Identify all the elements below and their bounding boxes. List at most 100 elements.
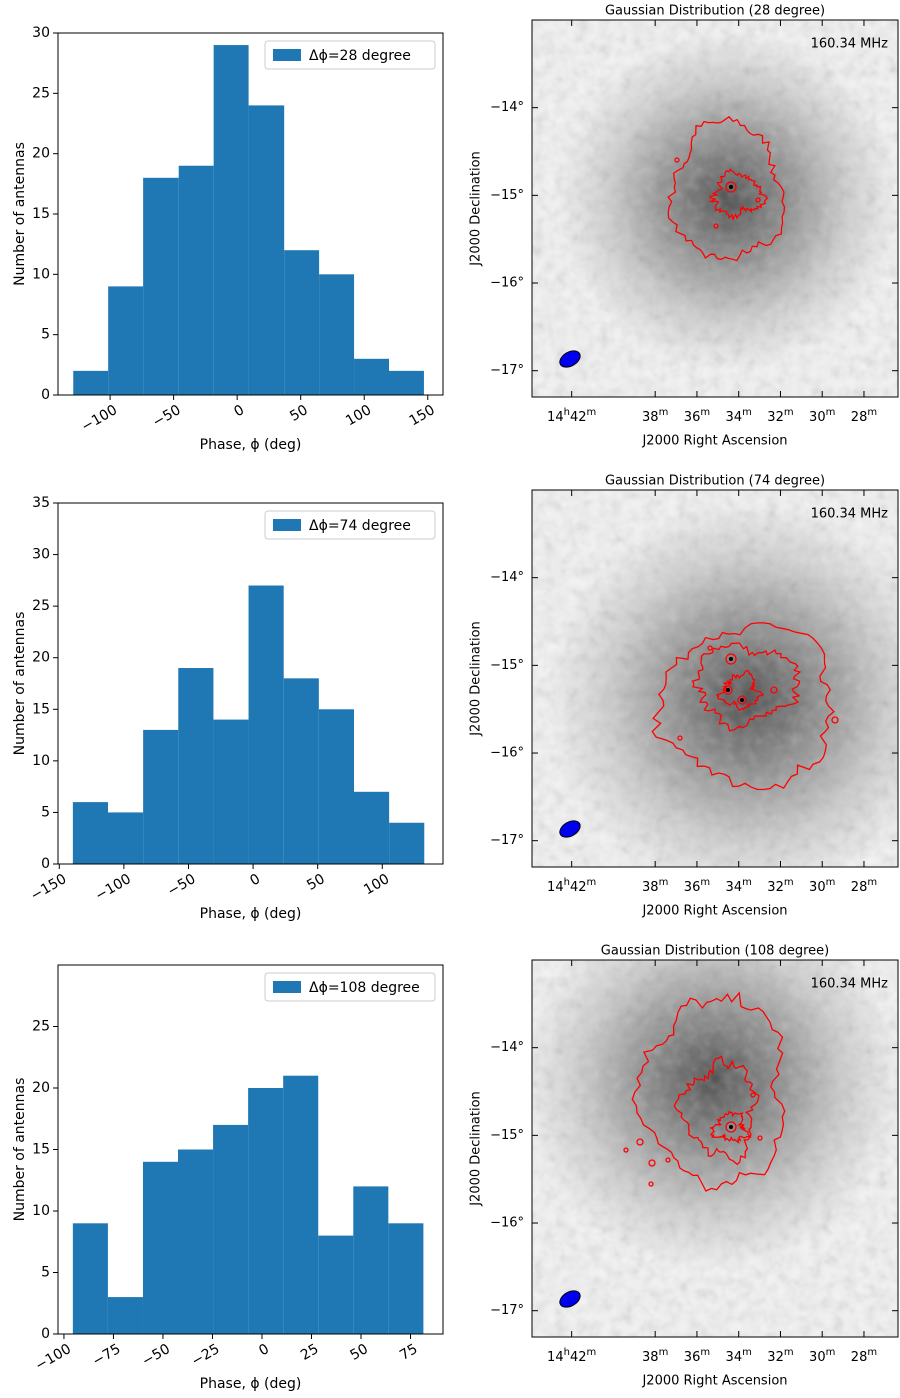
x-tick-label: 30m — [809, 877, 835, 895]
y-axis-label: J2000 Declination — [469, 621, 484, 737]
contour — [667, 115, 786, 262]
y-tick-label: 0 — [41, 1326, 50, 1342]
image-noise — [532, 20, 898, 397]
legend-swatch — [273, 519, 301, 531]
bar — [248, 105, 285, 396]
x-tick-label: 50 — [348, 1341, 371, 1364]
x-tick-label: −25 — [189, 1341, 223, 1370]
contour-peak — [725, 653, 737, 665]
beam — [559, 1290, 581, 1308]
y-tick-label: −15° — [490, 188, 524, 203]
peak-core — [740, 698, 744, 702]
bar — [248, 1088, 284, 1334]
bar — [353, 1186, 389, 1334]
x-tick-label: −50 — [139, 1341, 173, 1370]
legend-label: Δϕ=108 degree — [309, 980, 420, 996]
bar — [353, 791, 390, 864]
y-tick-label: 35 — [32, 495, 50, 511]
legend-swatch — [273, 49, 301, 61]
bar — [143, 177, 179, 395]
legend-box — [264, 40, 436, 70]
y-tick-label: 30 — [32, 25, 50, 41]
legend-box — [264, 510, 436, 540]
x-tick-label: 0 — [231, 402, 247, 420]
x-axis-label: Phase, ϕ (deg) — [200, 437, 302, 453]
y-axis-label: Number of antennas — [12, 612, 28, 756]
x-tick-label: 14h42m — [547, 407, 596, 425]
y-tick-label: −17° — [490, 833, 524, 848]
x-tick-label: −50 — [165, 871, 199, 900]
frequency-annotation: 160.34 MHz — [811, 977, 889, 992]
y-tick-label: 25 — [32, 1019, 50, 1035]
y-tick-label: 25 — [32, 598, 50, 614]
y-tick-label: 20 — [32, 146, 50, 162]
x-tick-label: −100 — [79, 402, 120, 435]
plot-title: Gaussian Distribution (108 degree) — [601, 944, 829, 959]
bar — [318, 1235, 354, 1334]
x-tick-label: 32m — [767, 877, 793, 895]
bar — [319, 274, 355, 395]
y-axis-label: J2000 Declination — [469, 1091, 484, 1207]
y-tick-label: −16° — [490, 276, 524, 291]
contour-peak — [725, 1121, 737, 1133]
contour-peak — [648, 1159, 656, 1167]
bar — [178, 1149, 214, 1334]
bar — [178, 165, 214, 395]
x-tick-label: 14h42m — [547, 1347, 596, 1365]
x-axis-label: J2000 Right Ascension — [641, 904, 787, 919]
x-tick-label: 28m — [851, 877, 877, 895]
y-tick-label: 10 — [32, 753, 50, 769]
legend-label: Δϕ=28 degree — [309, 48, 411, 64]
contour — [673, 1055, 760, 1166]
contour-peak — [713, 223, 719, 229]
axes-frame — [531, 19, 899, 398]
x-tick-label: 30m — [809, 1347, 835, 1365]
x-tick-label: 38m — [642, 877, 668, 895]
plot-title: Gaussian Distribution (74 degree) — [605, 474, 825, 489]
x-axis-label: Phase, ϕ (deg) — [200, 906, 302, 922]
y-tick-label: 5 — [41, 327, 50, 343]
y-tick-label: 15 — [32, 1142, 50, 1158]
x-tick-label: 100 — [361, 871, 392, 898]
y-tick-label: 0 — [41, 387, 50, 403]
bar — [143, 729, 179, 864]
image-panel: −14° −15° −16° −17° 14h42m 38m 36m 34m 32m 30m 28m… — [469, 944, 899, 1389]
contour — [631, 991, 786, 1192]
y-tick-label: −15° — [490, 1128, 524, 1143]
y-tick-label: −16° — [490, 1216, 524, 1231]
x-tick-label: 100 — [343, 402, 374, 429]
x-tick-label: −150 — [28, 871, 69, 904]
x-tick-label: 28m — [851, 407, 877, 425]
image-noise — [532, 960, 898, 1337]
contour-peak — [665, 1157, 671, 1163]
contour-peak — [755, 197, 761, 203]
x-tick-label: −100 — [33, 1341, 74, 1374]
y-tick-label: 15 — [32, 701, 50, 717]
bar — [107, 1297, 143, 1334]
peak-core — [729, 185, 733, 189]
contour-peak — [737, 695, 747, 705]
x-axis-label: J2000 Right Ascension — [641, 434, 787, 449]
beam — [559, 820, 581, 838]
bar — [354, 358, 389, 395]
bar — [283, 678, 319, 864]
x-tick-label: 150 — [407, 402, 438, 429]
x-tick-label: 34m — [726, 877, 752, 895]
legend-label: Δϕ=74 degree — [309, 518, 411, 534]
x-tick-label: 30m — [809, 407, 835, 425]
bar — [213, 719, 249, 864]
y-tick-label: 5 — [41, 804, 50, 820]
image-noise — [532, 490, 898, 867]
peak-core — [726, 688, 730, 692]
x-tick-label: 36m — [684, 407, 710, 425]
contour — [651, 622, 835, 791]
y-axis-label: Number of antennas — [12, 142, 28, 286]
x-tick-label: 38m — [642, 407, 668, 425]
x-tick-label: 36m — [684, 1347, 710, 1365]
axes-frame — [57, 502, 444, 865]
plot-title: Gaussian Distribution (28 degree) — [605, 4, 825, 19]
y-tick-label: −14° — [490, 570, 524, 585]
frequency-annotation: 160.34 MHz — [811, 37, 889, 52]
